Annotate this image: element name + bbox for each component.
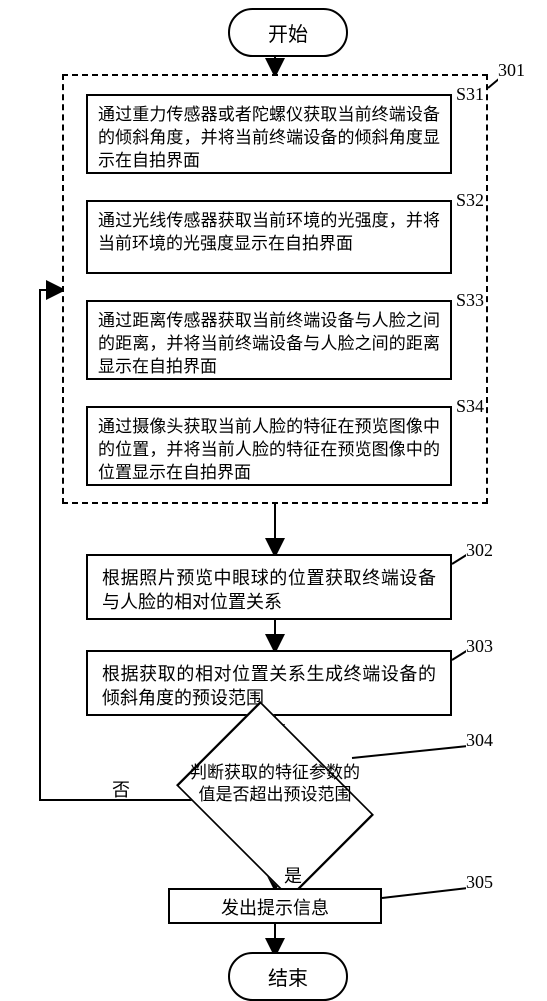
ref-305: 305: [466, 872, 493, 893]
step-305-text: 发出提示信息: [221, 898, 329, 918]
step-303-text: 根据获取的相对位置关系生成终端设备的倾斜角度的预设范围: [102, 664, 436, 708]
ref-302: 302: [466, 540, 493, 561]
step-s31: 通过重力传感器或者陀螺仪获取当前终端设备的倾斜角度，并将当前终端设备的倾斜角度显…: [86, 94, 452, 174]
step-302-text: 根据照片预览中眼球的位置获取终端设备与人脸的相对位置关系: [102, 568, 436, 612]
edge-label-yes: 是: [284, 862, 302, 888]
step-s33: 通过距离传感器获取当前终端设备与人脸之间的距离，并将当前终端设备与人脸之间的距离…: [86, 300, 452, 380]
start-terminal: 开始: [228, 8, 348, 57]
step-s34-text: 通过摄像头获取当前人脸的特征在预览图像中的位置，并将当前人脸的特征在预览图像中的…: [98, 417, 440, 482]
end-terminal: 结束: [228, 952, 348, 1001]
ref-s34: S34: [456, 396, 484, 417]
ref-304: 304: [466, 730, 493, 751]
step-s33-text: 通过距离传感器获取当前终端设备与人脸之间的距离，并将当前终端设备与人脸之间的距离…: [98, 311, 440, 376]
ref-303: 303: [466, 636, 493, 657]
decision-304: [176, 701, 374, 899]
step-303: 根据获取的相对位置关系生成终端设备的倾斜角度的预设范围: [86, 650, 452, 716]
ref-s33: S33: [456, 290, 484, 311]
step-s32: 通过光线传感器获取当前环境的光强度，并将当前环境的光强度显示在自拍界面: [86, 200, 452, 274]
ref-s31: S31: [456, 84, 484, 105]
edge-label-no: 否: [112, 776, 130, 802]
start-label: 开始: [268, 24, 308, 46]
step-302: 根据照片预览中眼球的位置获取终端设备与人脸的相对位置关系: [86, 554, 452, 620]
step-s31-text: 通过重力传感器或者陀螺仪获取当前终端设备的倾斜角度，并将当前终端设备的倾斜角度显…: [98, 105, 440, 170]
ref-301: 301: [498, 60, 525, 81]
step-s34: 通过摄像头获取当前人脸的特征在预览图像中的位置，并将当前人脸的特征在预览图像中的…: [86, 406, 452, 486]
step-305: 发出提示信息: [168, 888, 382, 924]
flowchart-canvas: 开始 301 通过重力传感器或者陀螺仪获取当前终端设备的倾斜角度，并将当前终端设…: [0, 0, 547, 1000]
end-label: 结束: [268, 968, 308, 990]
step-s32-text: 通过光线传感器获取当前环境的光强度，并将当前环境的光强度显示在自拍界面: [98, 211, 440, 253]
ref-s32: S32: [456, 190, 484, 211]
